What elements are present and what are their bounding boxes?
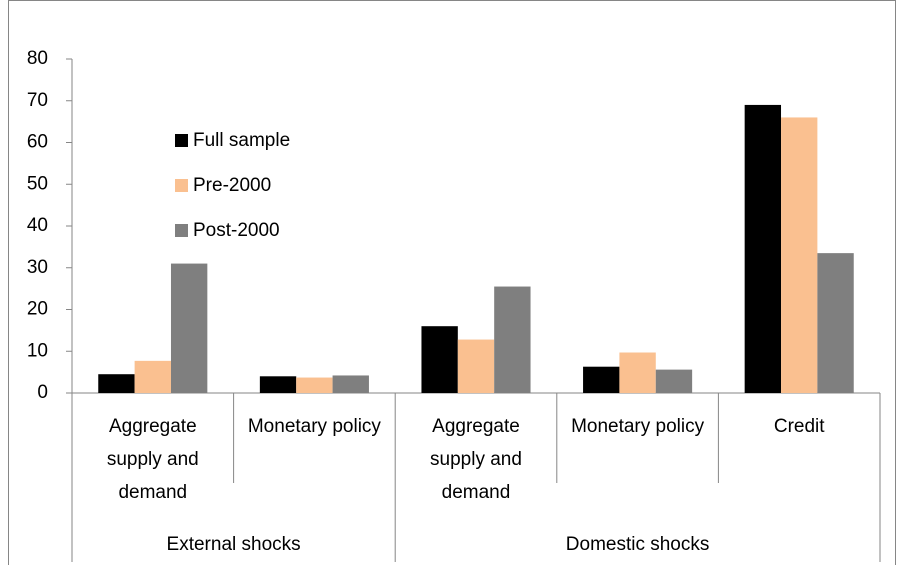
legend-swatch (175, 134, 188, 147)
y-tick-label: 0 (37, 382, 48, 403)
legend-label: Pre-2000 (193, 175, 271, 196)
legend-label: Post-2000 (193, 220, 280, 241)
group-label: External shocks (167, 534, 301, 555)
x-tick-label: Aggregate supply and demand (430, 416, 522, 503)
y-tick-label: 50 (27, 173, 48, 194)
legend-label: Full sample (193, 130, 290, 151)
x-tick-label: Monetary policy (571, 416, 705, 437)
y-tick-label: 10 (27, 340, 48, 361)
bar (619, 352, 656, 393)
y-tick-label: 30 (27, 257, 48, 278)
bar (170, 263, 208, 393)
y-tick-label: 40 (27, 215, 48, 236)
legend-swatch (175, 224, 188, 237)
bar (655, 369, 693, 393)
legend-swatch (175, 179, 188, 192)
bar (296, 377, 333, 393)
y-tick-label: 20 (27, 299, 48, 320)
chart-border (8, 0, 896, 565)
bar (817, 253, 854, 393)
x-tick-label: Aggregate supply and demand (106, 416, 199, 503)
bar (98, 374, 135, 393)
y-tick-label: 60 (27, 132, 48, 153)
bar (457, 339, 495, 393)
y-tick-label: 70 (27, 90, 48, 111)
bar (259, 376, 297, 393)
bar (421, 326, 458, 393)
bar (744, 104, 782, 394)
x-tick-label: Credit (773, 416, 825, 437)
bar (332, 375, 369, 393)
group-label: Domestic shocks (566, 534, 710, 555)
bar (583, 366, 620, 393)
y-tick-label: 80 (27, 48, 48, 69)
bar (494, 286, 531, 393)
x-tick-label: Monetary policy (247, 416, 381, 437)
bar (781, 117, 818, 393)
bar (134, 360, 171, 393)
